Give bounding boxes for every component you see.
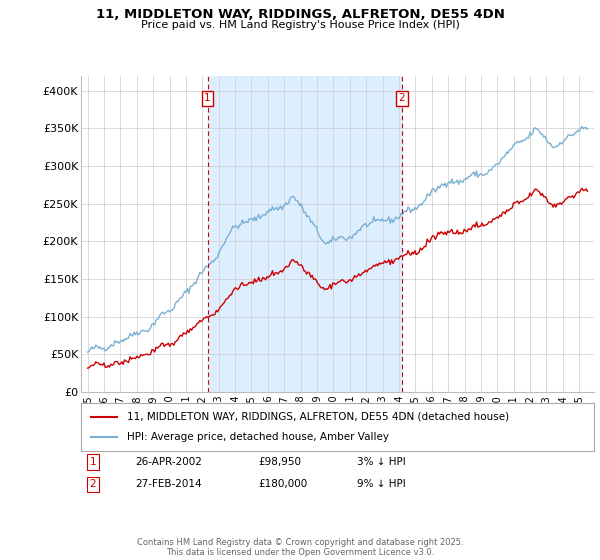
Text: 1: 1 (204, 93, 211, 103)
Text: 2: 2 (398, 93, 405, 103)
Text: 11, MIDDLETON WAY, RIDDINGS, ALFRETON, DE55 4DN (detached house): 11, MIDDLETON WAY, RIDDINGS, ALFRETON, D… (127, 412, 509, 422)
Text: 27-FEB-2014: 27-FEB-2014 (135, 479, 202, 489)
Text: 1: 1 (89, 457, 97, 467)
Text: £180,000: £180,000 (258, 479, 307, 489)
Text: 3% ↓ HPI: 3% ↓ HPI (357, 457, 406, 467)
Text: 2: 2 (89, 479, 97, 489)
Text: £98,950: £98,950 (258, 457, 301, 467)
Bar (208, 76, 401, 392)
Text: 11, MIDDLETON WAY, RIDDINGS, ALFRETON, DE55 4DN: 11, MIDDLETON WAY, RIDDINGS, ALFRETON, D… (95, 8, 505, 21)
Text: Price paid vs. HM Land Registry's House Price Index (HPI): Price paid vs. HM Land Registry's House … (140, 20, 460, 30)
Text: HPI: Average price, detached house, Amber Valley: HPI: Average price, detached house, Ambe… (127, 432, 389, 442)
Text: Contains HM Land Registry data © Crown copyright and database right 2025.
This d: Contains HM Land Registry data © Crown c… (137, 538, 463, 557)
Text: 26-APR-2002: 26-APR-2002 (135, 457, 202, 467)
Text: 9% ↓ HPI: 9% ↓ HPI (357, 479, 406, 489)
